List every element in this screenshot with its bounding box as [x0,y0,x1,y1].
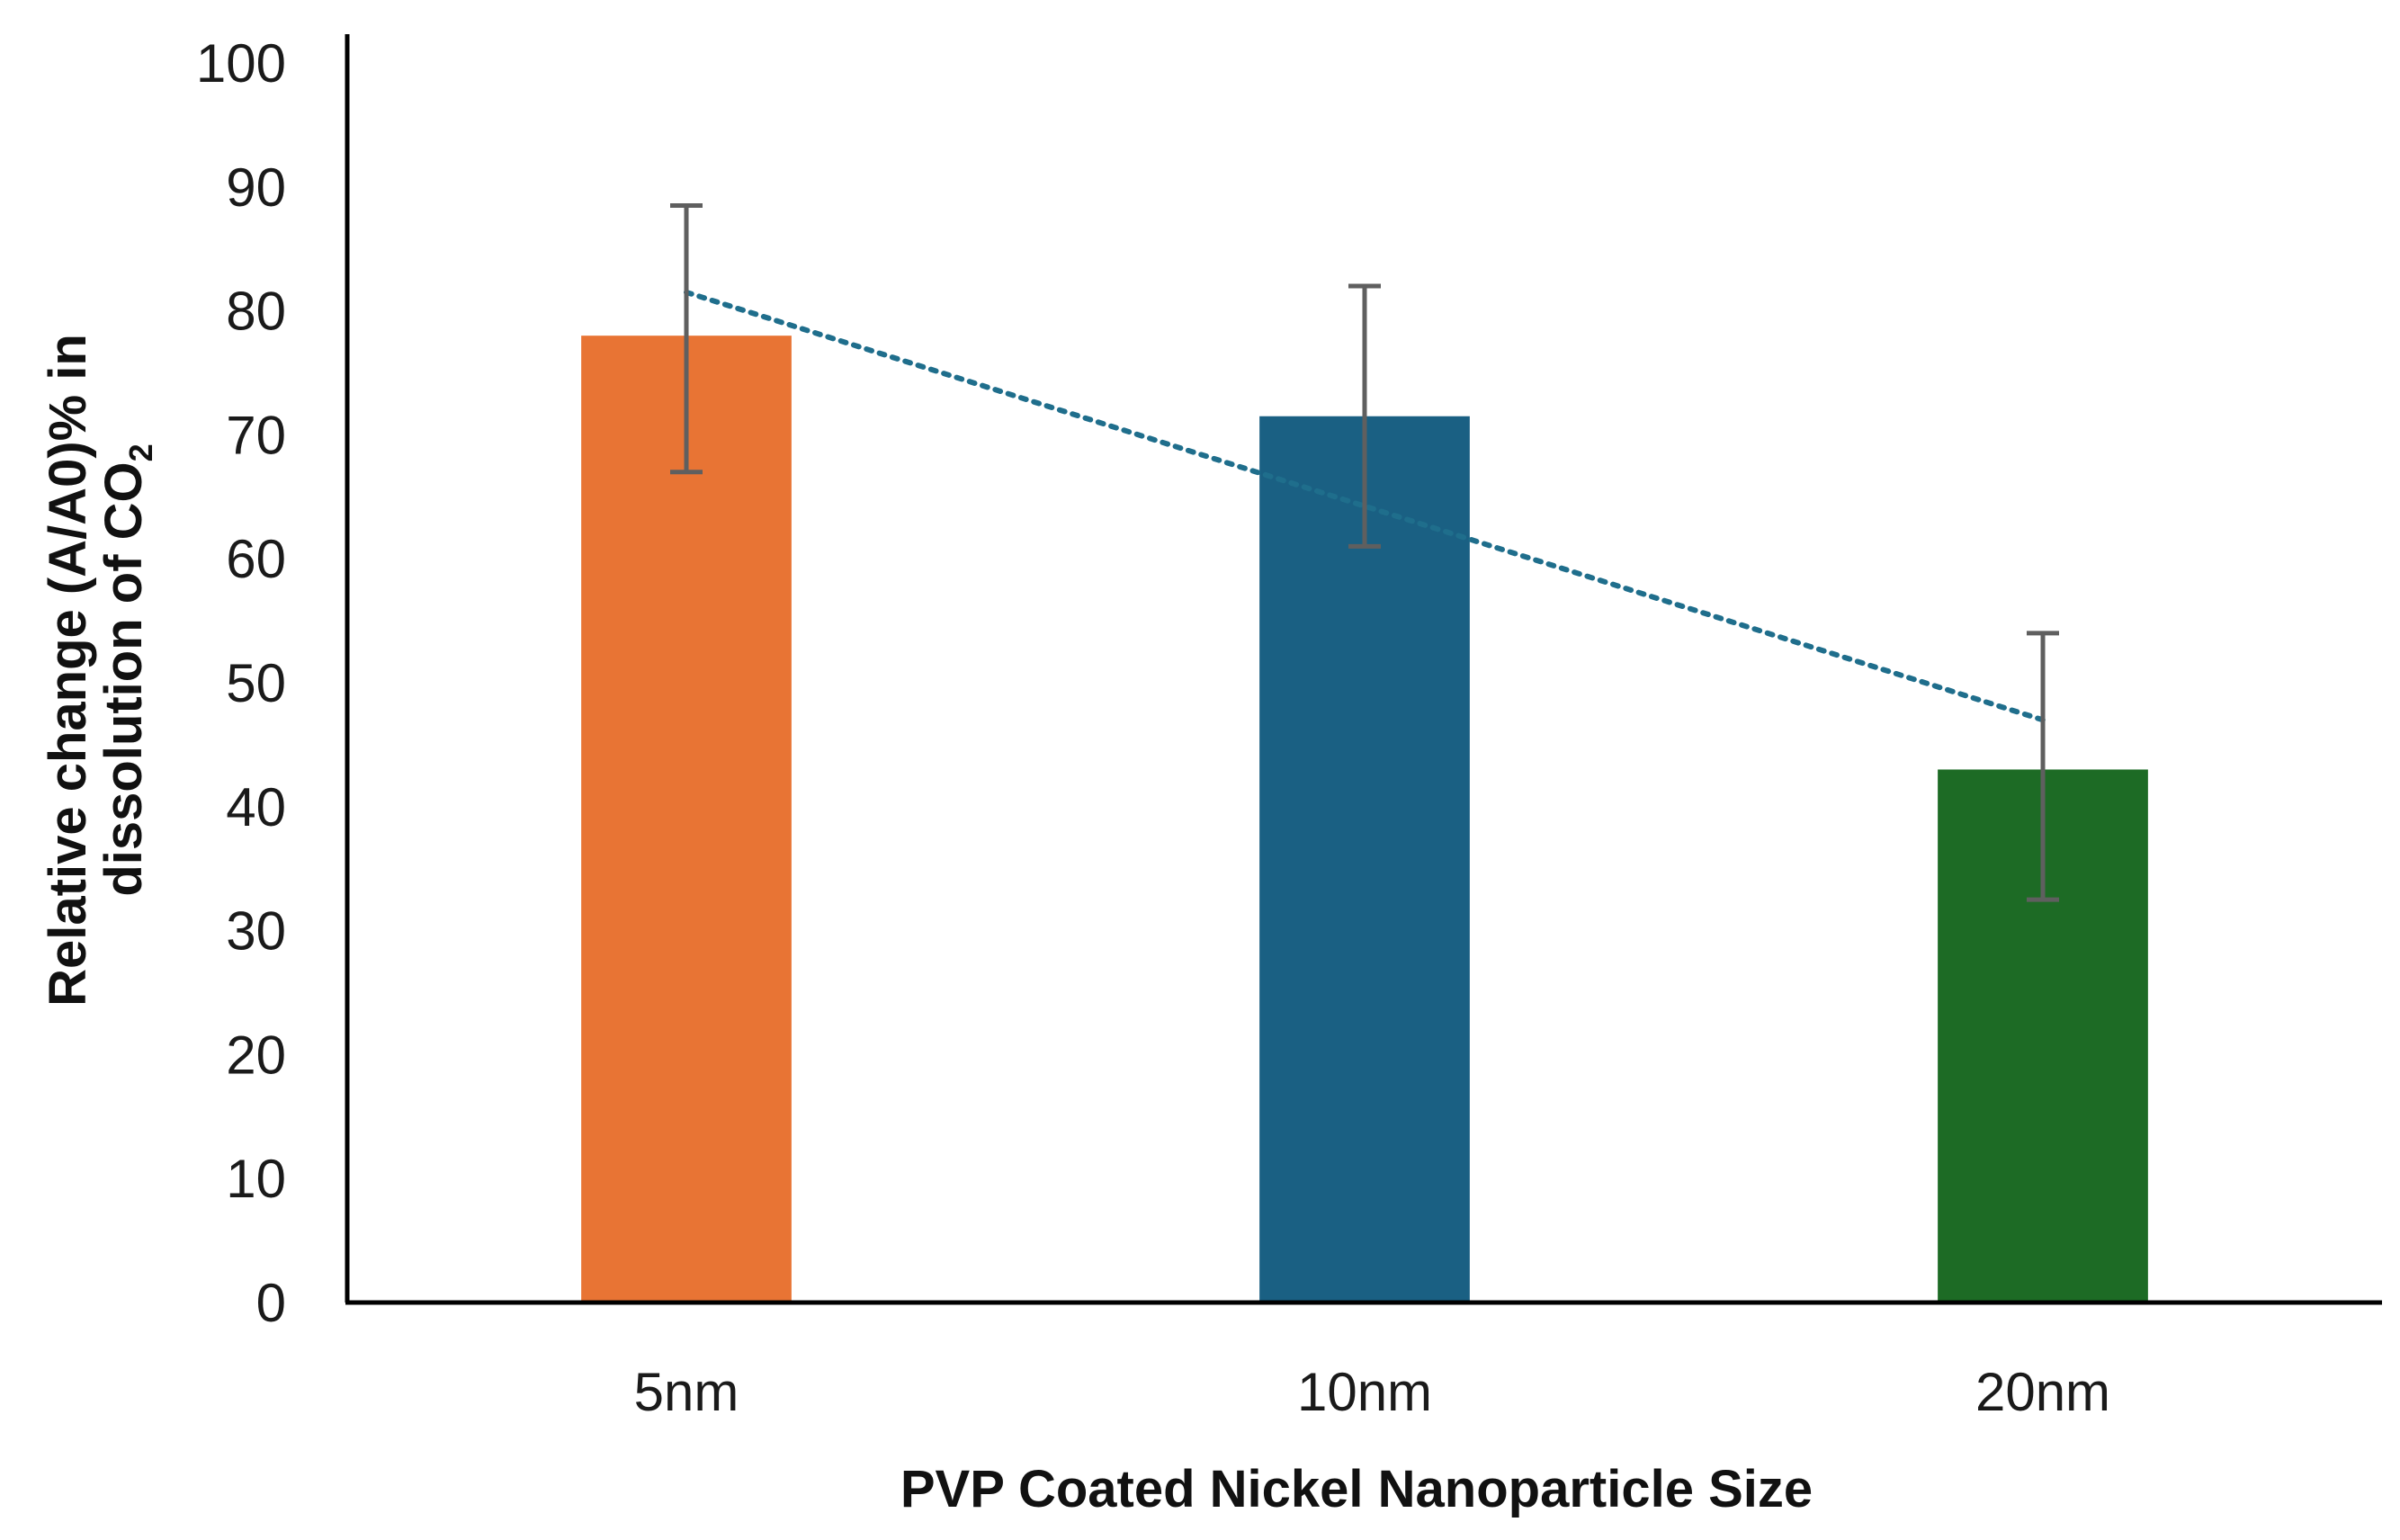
x-tick-label-20nm: 20nm [1975,1362,2110,1422]
y-tick-label: 90 [226,157,286,218]
x-axis-title: PVP Coated Nickel Nanoparticle Size [900,1460,1813,1518]
trendline-group [684,289,2046,723]
y-axis-title-subscript: 2 [122,443,159,461]
error-bars [670,202,2059,902]
error-bar-20nm [2027,631,2059,902]
trendline [684,289,2046,723]
y-tick-label: 10 [226,1149,286,1209]
y-tick-label: 50 [226,653,286,713]
y-tick-label: 40 [226,777,286,837]
bar-10nm [1259,416,1470,1303]
y-axis-title-line1: Relative change (A/A0)% in [39,334,97,1007]
y-axis-title-line2: dissolution of CO2 [94,443,159,896]
x-tick-label-5nm: 5nm [634,1362,739,1422]
bars [581,336,2148,1303]
y-tick-label: 20 [226,1025,286,1085]
y-axis-ticks: 0 10 20 30 40 50 60 70 80 90 100 [196,33,286,1333]
y-tick-label: 30 [226,901,286,962]
y-tick-label: 60 [226,529,286,589]
error-bar-10nm [1348,283,1381,549]
y-tick-label: 70 [226,405,286,465]
y-axis-title-main: dissolution of CO [94,461,153,896]
y-axis-title: Relative change (A/A0)% in dissolution o… [39,334,159,1007]
x-tick-label-10nm: 10nm [1297,1362,1432,1422]
x-axis-ticks: 5nm 10nm 20nm [634,1362,2110,1422]
y-tick-label: 0 [256,1273,286,1333]
y-tick-label: 80 [226,282,286,342]
bar-5nm [581,336,792,1303]
y-tick-label: 100 [196,33,286,94]
error-bar-5nm [670,202,703,475]
